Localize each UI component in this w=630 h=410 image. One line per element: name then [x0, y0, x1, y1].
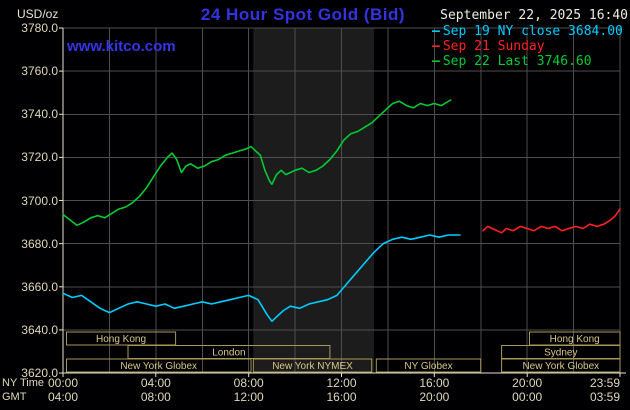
price-series — [62, 99, 621, 323]
chart-title: 24 Hour Spot Gold (Bid) — [200, 5, 406, 24]
series-dash-icon: — — [432, 39, 440, 54]
chart-legend: — Sep 19 NY close 3684.00 — Sep 21 Sunday … — [432, 24, 623, 69]
series-line-sep21-sunday — [482, 208, 621, 234]
session-label: Hong Kong — [550, 334, 600, 345]
ny-time-axis-label: NY Time — [2, 377, 44, 389]
session-label: Sydney — [544, 348, 577, 359]
session-label: London — [212, 348, 245, 359]
series-line-sep22-last — [62, 99, 452, 227]
axes — [59, 27, 626, 377]
legend-label: Sep 22 Last 3746.60 — [442, 54, 592, 69]
series-dash-icon: — — [432, 54, 440, 69]
gmt-axis-label: GMT — [2, 391, 27, 403]
chart-datetime: September 22, 2025 16:40 — [440, 8, 628, 23]
session-box — [66, 358, 252, 373]
price-units-label: USD/oz — [17, 7, 59, 21]
session-label: NY Globex — [404, 361, 452, 372]
session-label: New York Globex — [120, 361, 197, 372]
legend-label: Sep 19 NY close 3684.00 — [442, 24, 623, 39]
session-label: New York NYMEX — [272, 361, 353, 372]
market-session-bars: Hong Kong Hong Kong London Sydney New York G… — [66, 331, 621, 373]
legend-item-sep22: — Sep 22 Last 3746.60 — [432, 54, 623, 69]
legend-item-sep21: — Sep 21 Sunday — [432, 39, 623, 54]
legend-label: Sep 21 Sunday — [442, 39, 545, 54]
kitco-link[interactable]: www.kitco.com — [67, 38, 176, 55]
session-label: Hong Kong — [96, 334, 146, 345]
session-box — [66, 331, 177, 346]
legend-item-sep19: — Sep 19 NY close 3684.00 — [432, 24, 623, 39]
gridlines — [63, 27, 621, 373]
session-box — [252, 358, 373, 373]
series-dash-icon: — — [432, 24, 440, 39]
session-box — [501, 358, 621, 373]
session-label: New York Globex — [522, 361, 599, 372]
series-line-sep19-ny-close — [62, 234, 461, 323]
session-box — [375, 358, 482, 373]
